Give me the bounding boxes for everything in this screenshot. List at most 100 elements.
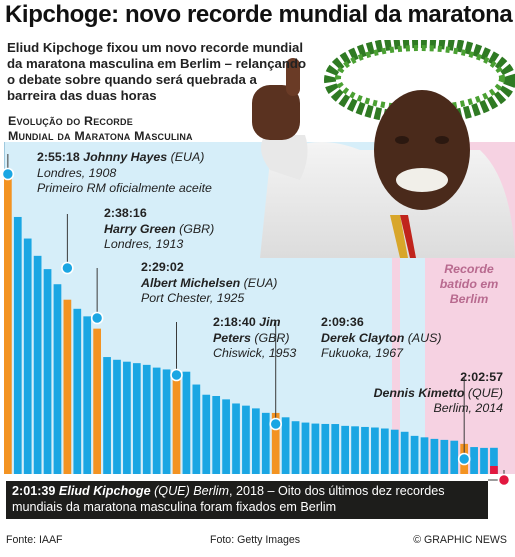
bar-19 xyxy=(192,384,201,474)
berlin-label: Recorde batido em Berlim xyxy=(439,262,499,306)
bar-32 xyxy=(321,423,330,474)
bar-17 xyxy=(172,370,181,474)
bar-11 xyxy=(113,359,121,474)
bar-27 xyxy=(271,412,280,474)
bar-2 xyxy=(23,238,32,474)
annotation-michelsen: 2:29:02 Albert Michelsen (EUA) Port Ches… xyxy=(141,260,277,307)
marker-hayes xyxy=(1,167,15,181)
bar-38 xyxy=(380,428,389,474)
bar-4 xyxy=(43,269,52,474)
marker-kimetto xyxy=(457,452,471,466)
annotation-peters: 2:18:40 Jim Peters (GBR) Chiswick, 1953 xyxy=(213,315,296,362)
marker-peters xyxy=(170,368,183,382)
peters-time: 2:18:40 xyxy=(213,315,256,329)
peters-name2: Peters xyxy=(213,330,251,345)
clayton-place: Fukuoka, 1967 xyxy=(321,346,403,360)
bar-18 xyxy=(182,371,191,474)
annotation-clayton: 2:09:36 Derek Clayton (AUS) Fukuoka, 196… xyxy=(321,315,442,362)
smile xyxy=(396,168,448,192)
bar-39 xyxy=(390,429,399,474)
bar-22 xyxy=(222,399,230,474)
chart-title-line2: Mundial da Maratona Masculina xyxy=(8,129,193,143)
caption-name: Eliud Kipchoge xyxy=(58,484,151,498)
bar-21 xyxy=(212,396,221,474)
bar-5 xyxy=(53,284,62,474)
kimetto-time: 2:02:57 xyxy=(460,370,503,384)
bar-7 xyxy=(73,308,82,474)
bar-42 xyxy=(420,437,429,474)
green-name: Harry Green xyxy=(104,221,176,236)
caption-country: (QUE) xyxy=(154,484,190,498)
bar-14 xyxy=(142,364,151,474)
green-place: Londres, 1913 xyxy=(104,237,184,251)
headline: Kipchoge: novo recorde mundial da marato… xyxy=(5,1,513,28)
bar-25 xyxy=(252,408,260,474)
bar-33 xyxy=(331,424,340,474)
hayes-time: 2:55:18 xyxy=(37,150,80,164)
peters-country: (GBR) xyxy=(254,330,290,345)
bar-41 xyxy=(410,435,419,474)
green-country: (GBR) xyxy=(179,221,215,236)
berlin-zone-0 xyxy=(392,142,400,474)
michelsen-name: Albert Michelsen xyxy=(141,275,241,290)
kimetto-name: Dennis Kimetto xyxy=(373,385,465,400)
marker-green xyxy=(61,261,74,275)
thumbs-up-icon xyxy=(252,58,300,140)
peters-place: Chiswick, 1953 xyxy=(213,346,297,360)
michelsen-place: Port Chester, 1925 xyxy=(141,291,245,305)
clayton-country: (AUS) xyxy=(407,330,442,345)
bar-6 xyxy=(63,299,72,474)
bar-16 xyxy=(162,369,171,474)
michelsen-country: (EUA) xyxy=(243,275,278,290)
marker-clayton xyxy=(269,417,283,431)
bar-48 xyxy=(480,447,488,474)
bar-36 xyxy=(361,426,369,474)
michelsen-time: 2:29:02 xyxy=(141,260,184,274)
kimetto-country: (QUE) xyxy=(467,385,503,400)
raised-arm xyxy=(261,135,308,180)
green-time: 2:38:16 xyxy=(104,206,147,220)
bar-40 xyxy=(400,431,409,474)
caption-place: Berlim xyxy=(193,484,229,498)
caption-text: , 2018 – Oito dos últimos dez recordes m… xyxy=(12,484,445,514)
bar-29 xyxy=(291,421,300,474)
kipchoge-photo xyxy=(252,40,515,258)
bar-47 xyxy=(470,447,478,474)
bar-12 xyxy=(123,361,131,474)
medal-ribbon xyxy=(390,215,408,258)
bar-34 xyxy=(341,425,349,474)
bar-45 xyxy=(450,440,459,474)
bar-9 xyxy=(93,328,101,474)
bar-37 xyxy=(371,427,379,474)
hayes-note: Primeiro RM oficialmente aceite xyxy=(37,181,212,195)
kimetto-place: Berlim, 2014 xyxy=(433,401,503,415)
hayes-place: Londres, 1908 xyxy=(37,165,117,180)
bar-20 xyxy=(202,394,211,474)
bar-26 xyxy=(261,412,270,474)
bar-8 xyxy=(83,316,92,474)
bar-24 xyxy=(242,405,250,474)
clayton-name: Derek Clayton xyxy=(321,330,405,345)
bar-23 xyxy=(232,403,240,474)
footer-credit: © GRAPHIC NEWS xyxy=(413,534,507,546)
bar-13 xyxy=(132,363,141,474)
annotation-kimetto: 2:02:57 Dennis Kimetto (QUE) Berlim, 201… xyxy=(340,370,503,417)
bar-0 xyxy=(4,173,12,474)
clayton-time: 2:09:36 xyxy=(321,315,364,329)
bar-15 xyxy=(152,367,161,474)
annotation-green: 2:38:16 Harry Green (GBR) Londres, 1913 xyxy=(104,206,214,253)
bar-1 xyxy=(13,216,22,474)
marker-michelsen xyxy=(90,311,104,325)
chart-title-line1: Evolução do Recorde xyxy=(8,114,133,128)
bar-kipchoge xyxy=(490,466,498,474)
bar-35 xyxy=(351,426,359,474)
bar-3 xyxy=(33,255,42,474)
standfirst: Eliud Kipchoge fixou um novo recorde mun… xyxy=(7,40,307,103)
caption-time: 2:01:39 xyxy=(12,484,56,498)
bar-43 xyxy=(430,438,439,474)
bar-10 xyxy=(103,357,111,474)
hayes-country: (EUA) xyxy=(170,150,205,164)
footer-source: Fonte: IAAF xyxy=(6,534,63,546)
annotation-hayes: 2:55:18 Johnny Hayes (EUA) Londres, 1908… xyxy=(37,150,212,197)
chart-title: Evolução do Recorde Mundial da Maratona … xyxy=(8,114,193,144)
